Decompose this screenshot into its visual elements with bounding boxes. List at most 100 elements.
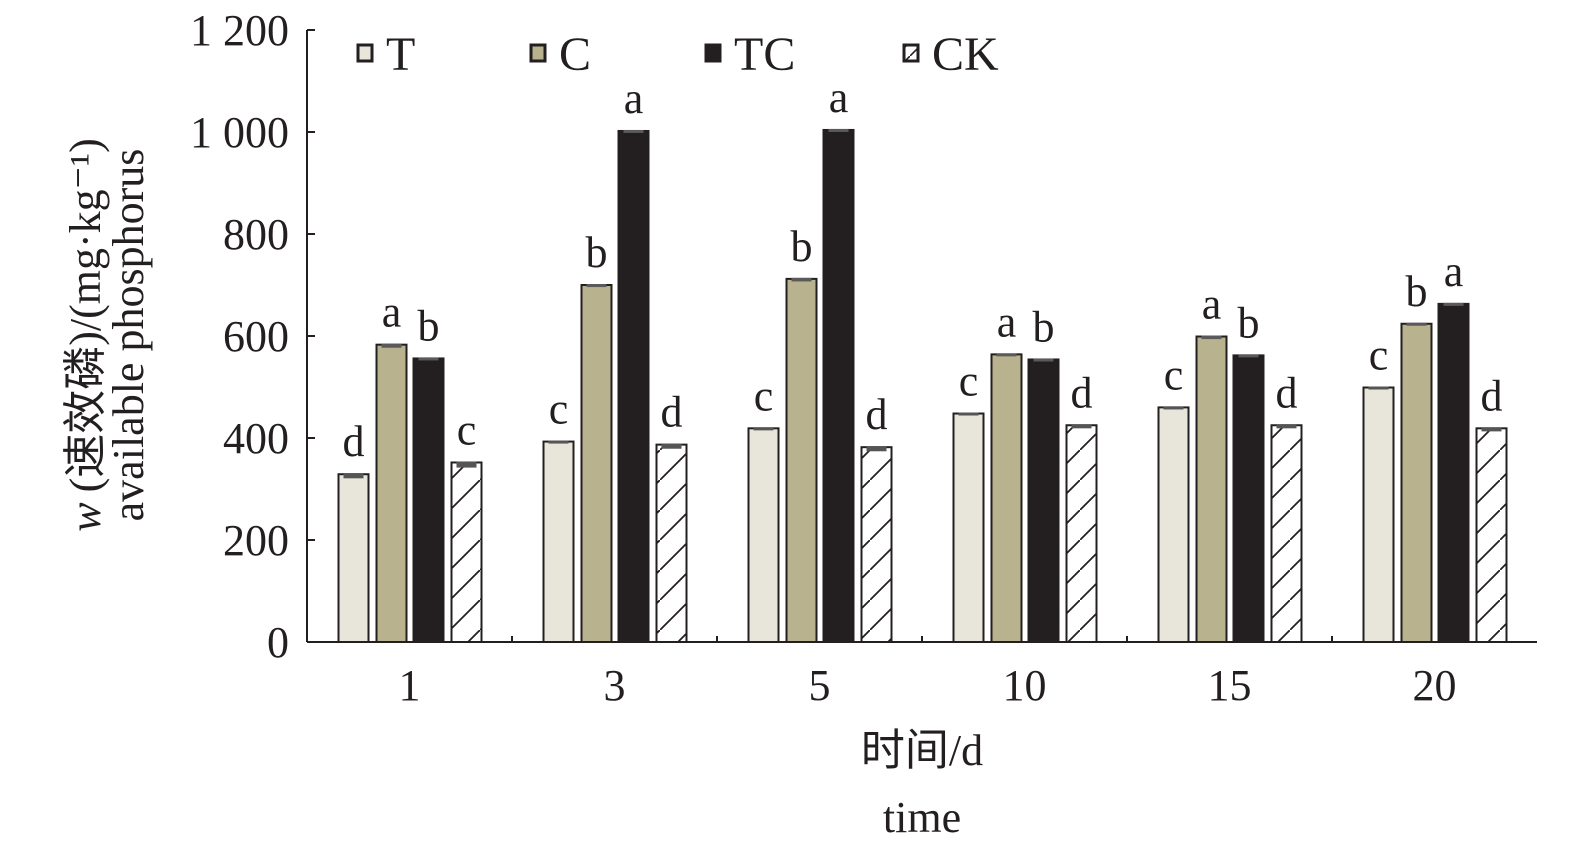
error-bar	[418, 357, 439, 361]
error-bar	[1276, 424, 1297, 429]
x-tick-label: 20	[1413, 661, 1457, 710]
significance-letter: c	[1164, 350, 1184, 399]
bar-T-1	[337, 473, 370, 643]
significance-letter: a	[829, 73, 849, 122]
error-bar	[548, 440, 569, 444]
axes: 0 200 400 600 800 1 000 1 200 1 3 5 10 15 20	[190, 6, 1537, 710]
y-axis-label: w (速效磷)/(mg·kg⁻¹)	[61, 138, 110, 532]
bar-TC-10	[1027, 358, 1060, 643]
error-bar	[381, 343, 402, 348]
significance-letter: d	[661, 388, 683, 437]
legend-label-C: C	[559, 28, 591, 81]
significance-letter: c	[754, 371, 774, 420]
y-tick-label: 400	[223, 414, 289, 463]
bar-CK-10	[1065, 424, 1098, 643]
error-bar	[661, 443, 682, 449]
y-label-prefix: w	[61, 502, 110, 532]
significance-letter: c	[1369, 331, 1389, 380]
bar-T-5	[747, 427, 780, 643]
bar-C-1	[375, 343, 408, 643]
significance-letter: a	[624, 74, 644, 123]
error-bar	[866, 446, 887, 452]
error-bar	[1071, 424, 1092, 429]
error-bar	[1443, 302, 1464, 306]
error-bar	[996, 353, 1017, 357]
x-tick-label: 3	[604, 661, 626, 710]
significance-letter: d	[1276, 368, 1298, 417]
legend-swatch-TC	[704, 43, 722, 63]
error-bar	[1238, 354, 1259, 358]
error-bar	[1033, 358, 1054, 362]
error-bar	[1368, 386, 1389, 390]
bar-CK-1	[450, 461, 483, 644]
bar-CK-15	[1270, 424, 1303, 643]
error-bar	[343, 473, 364, 479]
y-axis-label-en: available phosphorus	[104, 149, 153, 522]
y-tick-label: 200	[223, 516, 289, 565]
bar-C-20	[1400, 322, 1433, 643]
legend-label-T: T	[386, 28, 415, 81]
error-bar	[623, 129, 644, 133]
bar-T-10	[952, 412, 985, 643]
significance-letter: a	[382, 288, 402, 337]
significance-letter: a	[997, 297, 1017, 346]
significance-letter: c	[457, 405, 477, 454]
y-label-text: (速效磷)/(mg·kg⁻¹)	[61, 138, 110, 492]
significance-letter: d	[866, 390, 888, 439]
error-bar	[753, 427, 774, 431]
x-axis-label: 时间/d	[861, 726, 983, 775]
y-tick-label: 600	[223, 312, 289, 361]
bar-C-10	[990, 353, 1023, 643]
bar-C-3	[580, 284, 613, 643]
bar-T-15	[1157, 406, 1190, 643]
x-tick-label: 10	[1003, 661, 1047, 710]
legend-swatch-C	[529, 43, 547, 63]
error-bar	[1406, 322, 1427, 326]
y-tick-label: 0	[267, 618, 289, 667]
bar-TC-5	[822, 128, 855, 643]
y-tick-label: 1 000	[190, 108, 289, 157]
significance-letter: b	[791, 222, 813, 271]
bar-TC-1	[412, 357, 445, 643]
bar-C-5	[785, 277, 818, 643]
bar-CK-3	[655, 443, 688, 643]
significance-letter: b	[586, 228, 608, 277]
legend-label-CK: CK	[932, 28, 999, 81]
bar-TC-3	[617, 129, 650, 643]
significance-letter: c	[959, 357, 979, 406]
x-tick-label: 15	[1208, 661, 1252, 710]
bar-C-15	[1195, 335, 1228, 643]
legend-swatch-T	[356, 43, 374, 63]
error-bar	[1163, 406, 1184, 410]
significance-letter: b	[1033, 302, 1055, 351]
y-tick-label: 800	[223, 210, 289, 259]
bar-TC-15	[1232, 354, 1265, 643]
significance-letter: b	[1238, 298, 1260, 347]
significance-letter: d	[343, 417, 365, 466]
bar-CK-5	[860, 446, 893, 643]
bar-CK-20	[1475, 427, 1508, 643]
y-tick-label: 1 200	[190, 6, 289, 55]
significance-letter: d	[1071, 368, 1093, 417]
error-bar	[1481, 427, 1502, 432]
error-bar	[791, 277, 812, 282]
significance-letter: d	[1481, 371, 1503, 420]
legend: T C TC CK	[356, 28, 999, 81]
error-bar	[828, 128, 849, 132]
error-bar	[456, 461, 477, 468]
significance-letter: a	[1202, 280, 1222, 329]
bar-T-20	[1362, 386, 1395, 644]
x-axis-label-en: time	[883, 793, 961, 842]
significance-letter: b	[1406, 267, 1428, 316]
legend-label-TC: TC	[734, 28, 795, 81]
bar-TC-20	[1437, 302, 1470, 643]
x-tick-label: 1	[399, 661, 421, 710]
error-bar	[958, 412, 979, 416]
bar-T-3	[542, 440, 575, 643]
significance-letter: a	[1444, 247, 1464, 296]
error-bar	[1201, 335, 1222, 340]
error-bar	[586, 284, 607, 288]
significance-letter: b	[418, 301, 440, 350]
